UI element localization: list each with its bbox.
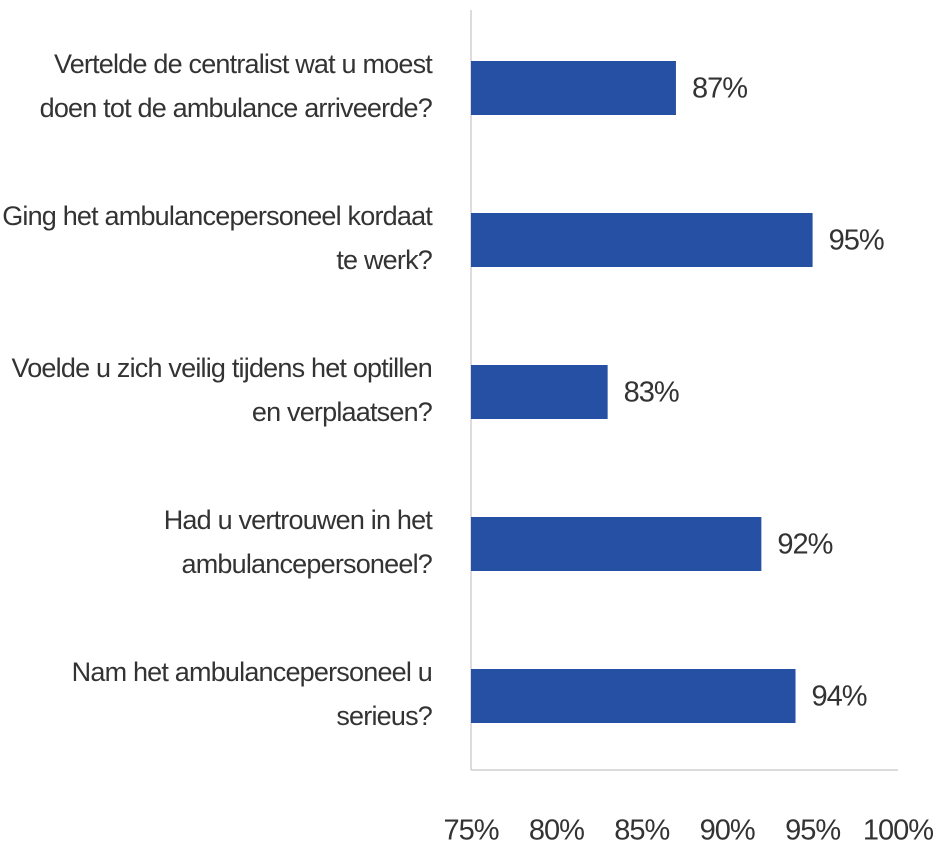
value-label: 92% [777,529,832,561]
x-tick-label: 100% [863,815,933,847]
category-label: Ging het ambulancepersoneel kordaat te w… [2,201,433,275]
value-label: 94% [812,681,867,713]
bar [471,517,762,571]
value-label: 95% [829,225,884,257]
x-tick-label: 75% [443,815,498,847]
bar [471,213,813,267]
x-tick-label: 85% [614,815,669,847]
category-label: Had u vertrouwen in het ambulancepersone… [163,505,433,579]
x-tick-label: 90% [700,815,755,847]
value-label: 87% [692,73,747,105]
bar [471,365,608,419]
category-label: Vertelde de centralist wat u moest doen … [39,49,433,123]
value-label: 83% [624,377,679,409]
x-tick-label: 95% [785,815,840,847]
category-label: Nam het ambulancepersoneel u serieus? [71,657,433,731]
bar [471,61,676,115]
bar [471,669,796,723]
category-label: Voelde u zich veilig tijdens het optille… [11,353,433,427]
x-tick-label: 80% [529,815,584,847]
